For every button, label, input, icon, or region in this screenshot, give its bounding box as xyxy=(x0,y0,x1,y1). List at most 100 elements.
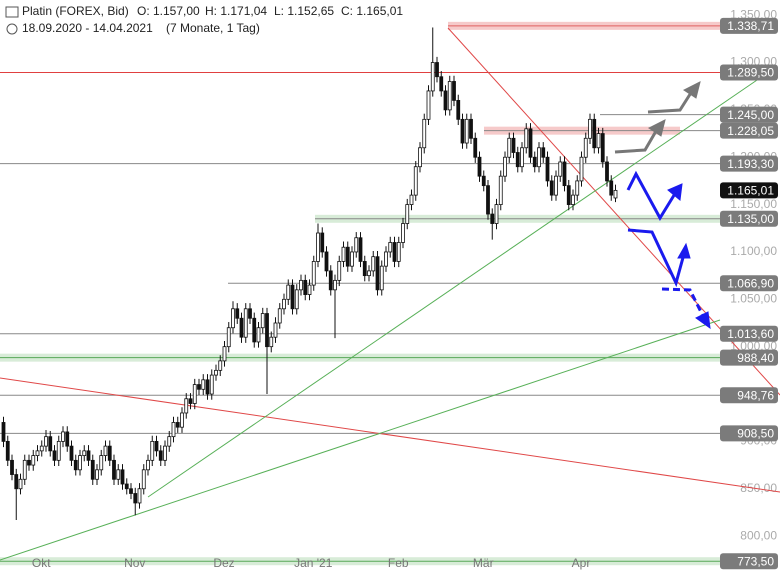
candle-body xyxy=(350,251,354,267)
high-value: H: 1.171,04 xyxy=(205,4,267,18)
candle-body xyxy=(286,284,291,300)
candle-body xyxy=(150,440,155,461)
y-tick-label: 1.050,00 xyxy=(730,291,777,305)
candle-body xyxy=(507,137,512,158)
candle-body xyxy=(362,261,367,277)
level-label-box xyxy=(720,210,778,227)
candle-body xyxy=(605,161,609,182)
candle-body xyxy=(596,133,601,149)
candle-body xyxy=(209,374,214,395)
low-value: L: 1.152,65 xyxy=(274,4,334,18)
candle-body xyxy=(290,284,295,310)
x-tick-label: Dez xyxy=(213,556,234,570)
candle-body xyxy=(541,147,546,158)
candle-body xyxy=(600,133,605,163)
candle-body xyxy=(354,237,359,253)
trendline xyxy=(147,77,761,498)
candle-body xyxy=(494,204,499,224)
candle-body xyxy=(609,180,614,196)
candle-body xyxy=(56,440,61,461)
candle-body xyxy=(107,445,112,461)
candle-body xyxy=(490,213,495,224)
candle-body xyxy=(328,270,333,291)
candle-body xyxy=(316,232,320,262)
chart-title: Platin (FOREX, Bid) xyxy=(22,4,129,18)
candle-body xyxy=(180,412,184,428)
level-label-box xyxy=(720,325,778,342)
level-label: 1.338,71 xyxy=(727,19,774,33)
level-label-box xyxy=(720,275,778,292)
y-tick-label: 1.000,00 xyxy=(730,339,777,353)
arrows xyxy=(614,81,711,330)
candle-body xyxy=(528,128,533,158)
candle-body xyxy=(39,445,44,452)
candle-body xyxy=(260,313,265,329)
level-label-box xyxy=(720,106,778,123)
candle-body xyxy=(303,279,308,295)
candle-body xyxy=(35,450,40,457)
candle-body xyxy=(562,161,567,187)
candle-body xyxy=(532,156,537,168)
candle-body xyxy=(435,62,439,78)
candle-body xyxy=(222,346,227,362)
candle-body xyxy=(86,450,91,461)
scenario-arrow xyxy=(647,87,696,114)
candle-body xyxy=(583,137,588,158)
candle-body xyxy=(418,147,422,168)
candle-body xyxy=(579,156,584,182)
scenario-arrow xyxy=(627,228,686,288)
candle-body xyxy=(252,317,257,343)
open-value: O: 1.157,00 xyxy=(137,4,200,18)
candle-body xyxy=(154,440,159,452)
candle-body xyxy=(341,246,346,262)
level-label: 948,76 xyxy=(737,388,774,402)
candle-body xyxy=(515,152,520,168)
candle-body xyxy=(333,279,337,291)
candle-body xyxy=(443,90,448,111)
candle-body xyxy=(214,369,218,376)
candle-body xyxy=(367,270,371,277)
chart-icon xyxy=(5,6,19,18)
x-tick-label: Nov xyxy=(124,556,145,570)
candle-body xyxy=(460,118,465,144)
candle-body xyxy=(558,161,563,177)
y-tick-label: 800,00 xyxy=(740,528,777,542)
candle-body xyxy=(171,422,176,438)
candle-body xyxy=(5,440,10,461)
candle-body xyxy=(103,445,108,457)
x-tick-label: Okt xyxy=(32,556,51,570)
trendline xyxy=(0,319,721,561)
arrow-head xyxy=(695,311,711,330)
candle-body xyxy=(65,431,70,447)
candle-body xyxy=(447,81,452,111)
candle-body xyxy=(218,360,223,371)
level-label: 1.289,50 xyxy=(727,66,774,80)
candle-body xyxy=(1,422,6,442)
candle-body xyxy=(61,431,65,442)
candle-body xyxy=(371,256,376,272)
candle-body xyxy=(231,308,235,329)
candle-body xyxy=(588,118,592,139)
candle-body xyxy=(188,398,193,404)
level-label: 908,50 xyxy=(737,427,774,441)
candle-body xyxy=(294,289,299,310)
current-price-box xyxy=(720,182,778,199)
date-range: 18.09.2020 - 14.04.2021 xyxy=(22,21,153,35)
level-label: 1.013,60 xyxy=(727,327,774,341)
candle-body xyxy=(282,298,286,310)
candle-body xyxy=(22,459,27,480)
candle-body xyxy=(549,180,554,196)
candle-body xyxy=(48,436,53,452)
background-layer: 1.350,001.300,001.250,001.200,001.150,00… xyxy=(0,7,777,570)
candle-body xyxy=(197,384,201,390)
level-label-box xyxy=(720,64,778,81)
candle-body xyxy=(226,327,231,348)
arrow-head xyxy=(667,183,683,201)
scenario-arrow xyxy=(614,125,661,154)
candle-body xyxy=(116,469,121,480)
candle-body xyxy=(337,261,342,281)
candle-body xyxy=(18,478,23,490)
candle-body xyxy=(167,436,172,447)
candle-body xyxy=(31,455,36,466)
